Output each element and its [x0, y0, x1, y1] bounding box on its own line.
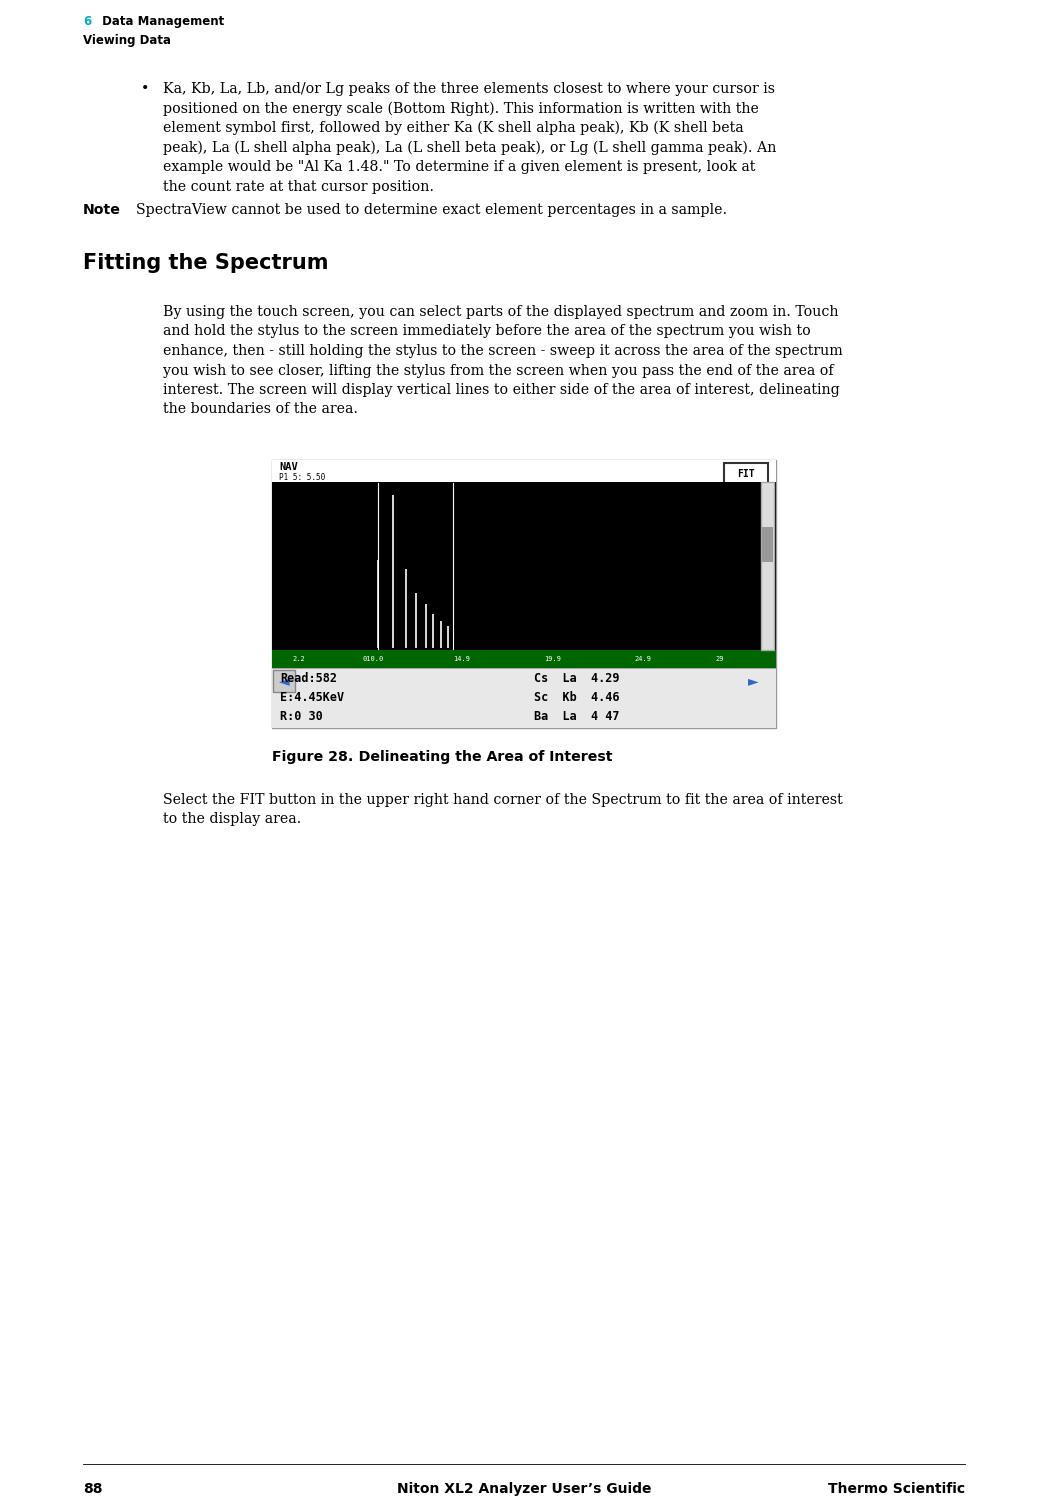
Text: P1 5: 5.50: P1 5: 5.50	[279, 473, 325, 482]
Text: Fitting the Spectrum: Fitting the Spectrum	[83, 253, 328, 273]
Text: to the display area.: to the display area.	[163, 813, 301, 827]
Text: 14.9: 14.9	[454, 657, 471, 663]
Text: By using the touch screen, you can select parts of the displayed spectrum and zo: By using the touch screen, you can selec…	[163, 306, 838, 319]
Text: ◄: ◄	[279, 675, 289, 688]
Text: Data Management: Data Management	[99, 15, 224, 29]
Text: Sc  Kb  4.46: Sc Kb 4.46	[534, 691, 619, 703]
Text: the count rate at that cursor position.: the count rate at that cursor position.	[163, 179, 434, 193]
Bar	[272, 669, 776, 727]
Text: Cs  La  4.29: Cs La 4.29	[534, 672, 619, 685]
Text: you wish to see closer, lifting the stylus from the screen when you pass the end: you wish to see closer, lifting the styl…	[163, 363, 833, 378]
Bar	[762, 527, 773, 562]
Bar	[272, 459, 776, 727]
Text: 6: 6	[83, 15, 91, 29]
Bar	[272, 459, 776, 482]
Text: Niton XL2 Analyzer User’s Guide: Niton XL2 Analyzer User’s Guide	[397, 1482, 651, 1495]
Text: Figure 28.: Figure 28.	[272, 750, 353, 764]
Text: •: •	[141, 81, 150, 96]
Text: Ka, Kb, La, Lb, and/or Lg peaks of the three elements closest to where your curs: Ka, Kb, La, Lb, and/or Lg peaks of the t…	[163, 81, 776, 96]
Text: element symbol first, followed by either Ka (K shell alpha peak), Kb (K shell be: element symbol first, followed by either…	[163, 120, 744, 136]
Text: enhance, then - still holding the stylus to the screen - sweep it across the are: enhance, then - still holding the stylus…	[163, 343, 843, 358]
Bar	[272, 651, 776, 669]
Text: Viewing Data: Viewing Data	[83, 35, 171, 47]
Text: NAV: NAV	[279, 462, 298, 471]
Text: 24.9: 24.9	[635, 657, 652, 663]
Bar	[724, 462, 768, 485]
Bar	[761, 482, 774, 651]
Text: the boundaries of the area.: the boundaries of the area.	[163, 402, 358, 417]
Text: 010.0: 010.0	[363, 657, 384, 663]
Text: R:0 30: R:0 30	[280, 709, 323, 723]
Text: interest. The screen will display vertical lines to either side of the area of i: interest. The screen will display vertic…	[163, 383, 839, 398]
Text: Select the FIT button in the upper right hand corner of the Spectrum to fit the : Select the FIT button in the upper right…	[163, 794, 843, 807]
Bar	[272, 670, 294, 691]
Text: 19.9: 19.9	[544, 657, 561, 663]
Text: .: .	[450, 652, 453, 661]
Text: 29: 29	[716, 657, 724, 663]
Text: E:4.45KeV: E:4.45KeV	[280, 691, 344, 703]
Text: example would be "Al Ka 1.48." To determine if a given element is present, look : example would be "Al Ka 1.48." To determ…	[163, 160, 756, 175]
Text: 88: 88	[83, 1482, 103, 1495]
Text: Thermo Scientific: Thermo Scientific	[828, 1482, 965, 1495]
Text: Read:582: Read:582	[280, 672, 337, 685]
Text: Delineating the Area of Interest: Delineating the Area of Interest	[344, 750, 612, 764]
Text: SpectraView cannot be used to determine exact element percentages in a sample.: SpectraView cannot be used to determine …	[136, 203, 727, 217]
Text: positioned on the energy scale (Bottom Right). This information is written with : positioned on the energy scale (Bottom R…	[163, 101, 759, 116]
Bar	[272, 482, 776, 651]
Text: peak), La (L shell alpha peak), La (L shell beta peak), or Lg (L shell gamma pea: peak), La (L shell alpha peak), La (L sh…	[163, 140, 777, 155]
Text: and hold the stylus to the screen immediately before the area of the spectrum yo: and hold the stylus to the screen immedi…	[163, 324, 811, 339]
Text: FIT: FIT	[737, 468, 755, 479]
Text: 2.2: 2.2	[292, 657, 305, 663]
Text: Ba  La  4 47: Ba La 4 47	[534, 709, 619, 723]
Text: ►: ►	[747, 675, 759, 688]
Text: Note: Note	[83, 203, 121, 217]
